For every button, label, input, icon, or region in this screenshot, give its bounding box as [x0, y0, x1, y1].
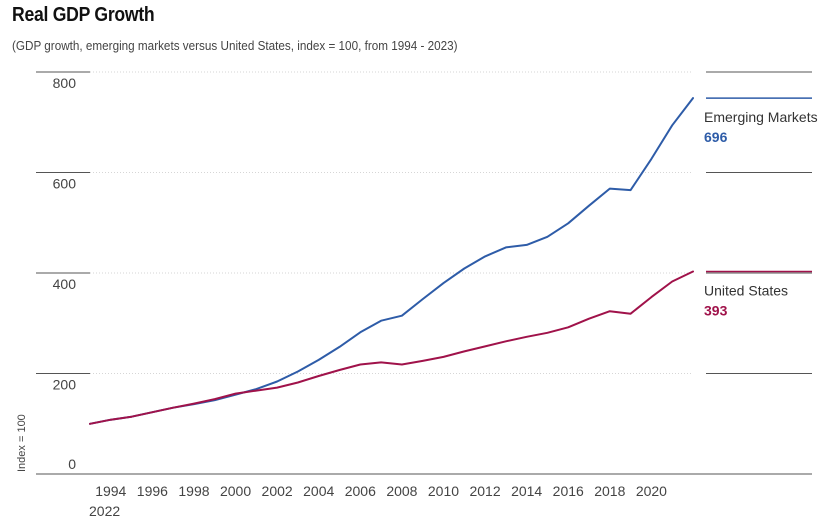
- x-tick-label: 2002: [262, 483, 293, 499]
- legend-value: 393: [704, 302, 728, 318]
- x-tick-label: 1994: [95, 483, 126, 499]
- x-tick-label: 2006: [345, 483, 376, 499]
- y-axis-label: Index = 100: [16, 414, 28, 472]
- x-tick-label: 2020: [636, 483, 667, 499]
- x-tick-label: 2016: [553, 483, 584, 499]
- x-tick-label: 2010: [428, 483, 459, 499]
- legend-label: United States: [704, 282, 788, 298]
- chart-title: Real GDP Growth: [12, 4, 155, 26]
- y-tick-label: 200: [53, 377, 77, 393]
- legend-layer: Emerging Markets 696 United States 393: [704, 97, 818, 318]
- x-tick-label: 1998: [178, 483, 209, 499]
- legend-value: 696: [704, 129, 728, 145]
- x-axis: 1994 1996 1998 2000 2002 2004 2006 2008 2010 2012…: [89, 483, 667, 519]
- y-tick-label: 400: [53, 276, 77, 292]
- x-tick-label: 2008: [386, 483, 417, 499]
- series-layer: [89, 97, 694, 425]
- chart-subtitle: (GDP growth, emerging markets versus Uni…: [12, 38, 458, 53]
- series-line-united-states: [89, 270, 694, 425]
- x-tick-label: 2022: [89, 503, 120, 519]
- x-tick-label: 2000: [220, 483, 251, 499]
- x-tick-label: 2004: [303, 483, 334, 499]
- x-tick-label: 2014: [511, 483, 542, 499]
- y-tick-label: 800: [53, 75, 77, 91]
- x-tick-label: 2018: [594, 483, 625, 499]
- series-line-emerging-markets: [89, 97, 694, 425]
- y-tick-label: 0: [68, 456, 76, 472]
- x-tick-label: 2012: [469, 483, 500, 499]
- y-axis: 0 200 400 600 800: [53, 75, 77, 472]
- x-tick-label: 1996: [137, 483, 168, 499]
- legend-label: Emerging Markets: [704, 109, 818, 125]
- grid-layer: [36, 71, 812, 475]
- y-tick-label: 600: [53, 176, 77, 192]
